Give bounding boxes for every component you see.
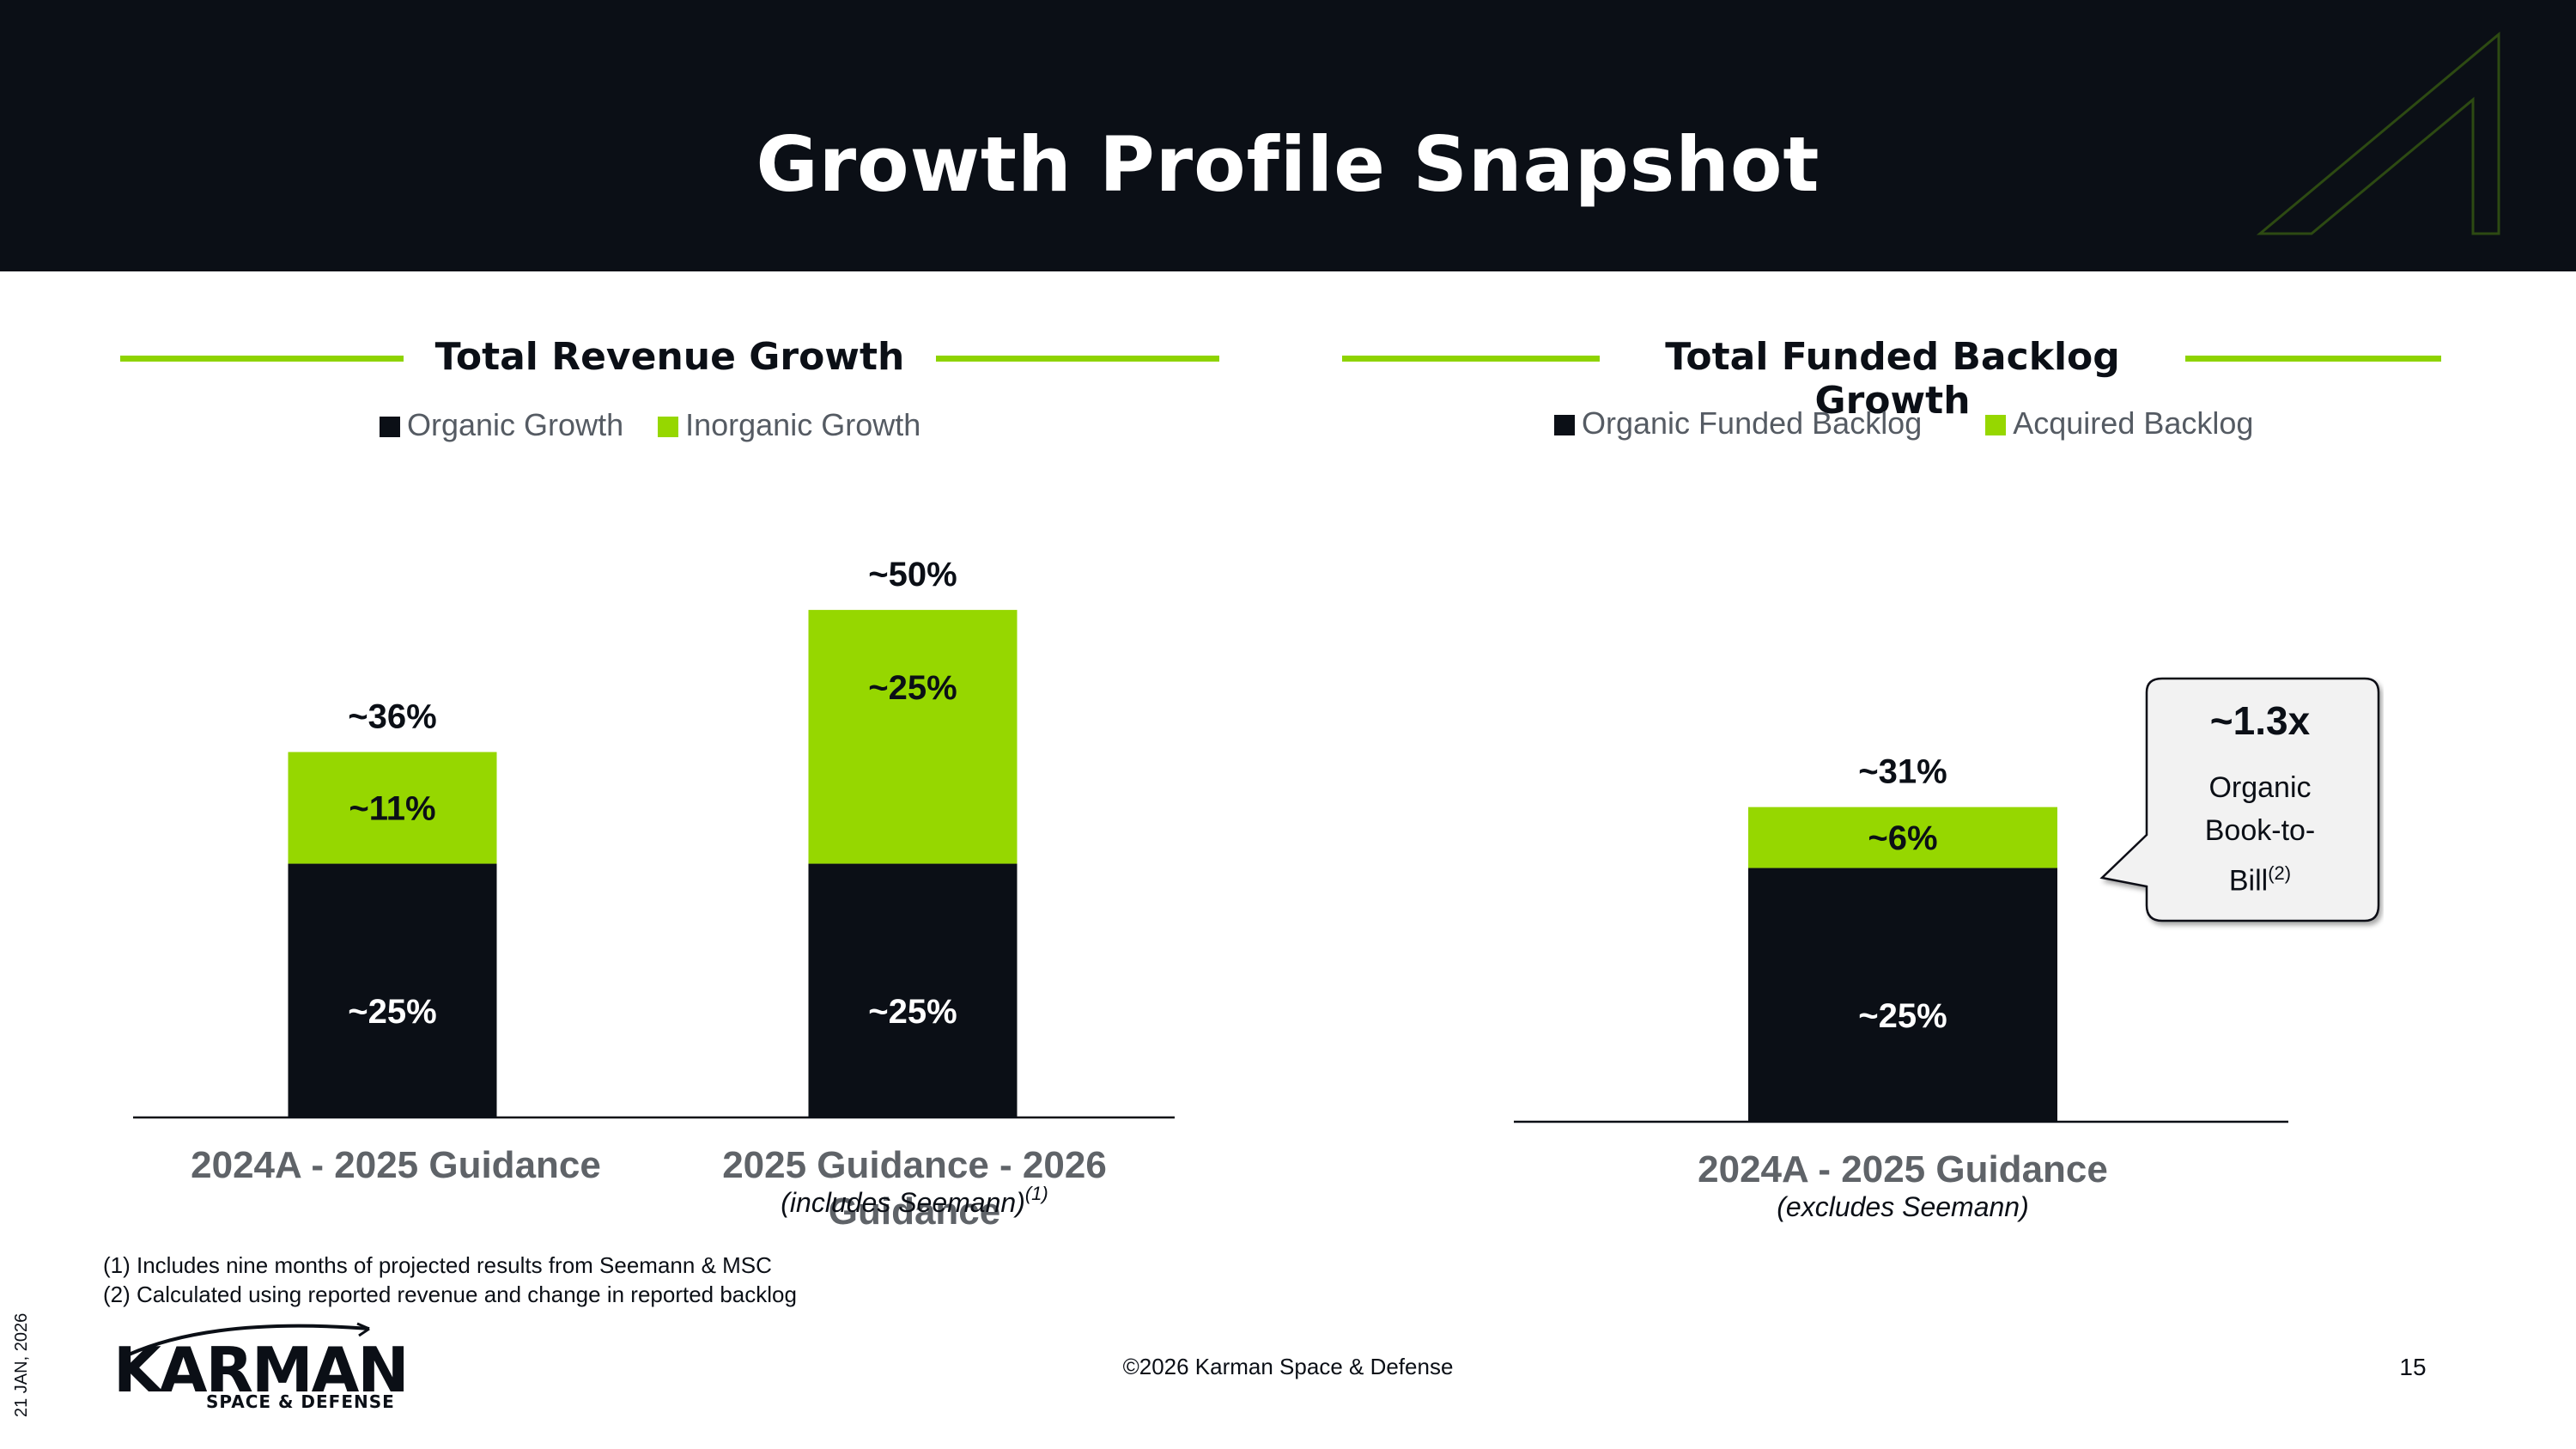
legend-label: Acquired Backlog xyxy=(2013,405,2254,441)
bar-segment-organic xyxy=(808,863,1018,1117)
footnotes: (1) Includes nine months of projected re… xyxy=(103,1251,797,1309)
legend-item-acquired-backlog: Acquired Backlog xyxy=(1985,405,2253,441)
category-note: (excludes Seemann) xyxy=(1777,1191,2028,1222)
header-band: Growth Profile Snapshot xyxy=(0,0,2576,271)
callout-footnote-ref: (2) xyxy=(2268,862,2292,884)
backlog-legend: Organic Funded Backlog Acquired Backlog xyxy=(1554,405,2279,441)
brand-mark-icon xyxy=(2256,31,2500,235)
legend-label: Organic Growth xyxy=(407,407,624,442)
footnote-2: (2) Calculated using reported revenue an… xyxy=(103,1282,797,1307)
bar-segment-label: ~25% xyxy=(868,993,957,1031)
legend-item-inorganic-growth: Inorganic Growth xyxy=(658,407,920,442)
logo-wordmark: KARMAN xyxy=(113,1334,410,1406)
callout-value: ~1.3x xyxy=(2209,698,2311,743)
bar-total-label: ~50% xyxy=(868,556,957,594)
category-label: 2024A - 2025 Guidance xyxy=(191,1144,601,1186)
logo-subtitle: SPACE & DEFENSE xyxy=(206,1391,395,1412)
revenue-legend: Organic Growth Inorganic Growth xyxy=(380,407,946,443)
callout-text: ~1.3x Organic Book-to-Bill(2) xyxy=(2142,697,2379,902)
category-label: 2025 Guidance - 2026 xyxy=(722,1144,1107,1186)
legend-swatch xyxy=(380,417,400,437)
left-title-rule-left xyxy=(120,356,404,362)
book-to-bill-callout xyxy=(2099,677,2380,922)
copyright: ©2026 Karman Space & Defense xyxy=(1122,1354,1454,1379)
right-title-rule-left xyxy=(1342,356,1600,362)
callout-description: Organic Book-to-Bill(2) xyxy=(2187,766,2333,902)
page-title: Growth Profile Snapshot xyxy=(756,120,1820,209)
bar-segment-label: ~11% xyxy=(349,790,435,828)
bar-segment-inorganic xyxy=(288,752,497,864)
left-title-rule-right xyxy=(936,356,1219,362)
category-label: 2024A - 2025 Guidance xyxy=(1698,1148,2108,1190)
bar-segment-inorganic xyxy=(808,610,1018,864)
karman-logo: KARMAN SPACE & DEFENSE xyxy=(112,1310,410,1413)
legend-label: Inorganic Growth xyxy=(685,407,921,442)
legend-swatch xyxy=(1985,415,2007,435)
bar-segment-organic xyxy=(288,863,497,1117)
bar-segment-label: ~6% xyxy=(1868,819,1937,857)
category-label: Guidance xyxy=(829,1190,1001,1233)
bar-segment-label: ~25% xyxy=(868,669,957,707)
legend-swatch xyxy=(658,417,679,437)
footnote-1: (1) Includes nine months of projected re… xyxy=(103,1252,772,1278)
category-note: (includes Seemann)(1) xyxy=(781,1183,1048,1218)
bar-total-label: ~31% xyxy=(1858,753,1947,791)
right-title-rule-right xyxy=(2185,356,2441,362)
bar-segment-organic xyxy=(1748,868,2057,1122)
callout-label: Organic Book-to-Bill xyxy=(2204,771,2316,898)
bar-segment-inorganic xyxy=(1748,807,2057,868)
legend-swatch xyxy=(1554,415,1575,435)
bar-total-label: ~36% xyxy=(348,698,436,736)
logo-swoosh-icon xyxy=(128,1322,370,1356)
revenue-chart-title: Total Revenue Growth xyxy=(434,335,905,379)
bar-segment-label: ~25% xyxy=(348,993,436,1031)
category-note-ref: (1) xyxy=(1025,1183,1048,1204)
backlog-chart-title: Total Funded Backlog Growth xyxy=(1665,335,2120,423)
bar-segment-label: ~25% xyxy=(1858,997,1947,1035)
page-number: 15 xyxy=(2399,1354,2427,1380)
legend-item-organic-funded-backlog: Organic Funded Backlog xyxy=(1554,405,1922,441)
legend-label: Organic Funded Backlog xyxy=(1582,405,1923,441)
legend-item-organic-growth: Organic Growth xyxy=(380,407,623,442)
